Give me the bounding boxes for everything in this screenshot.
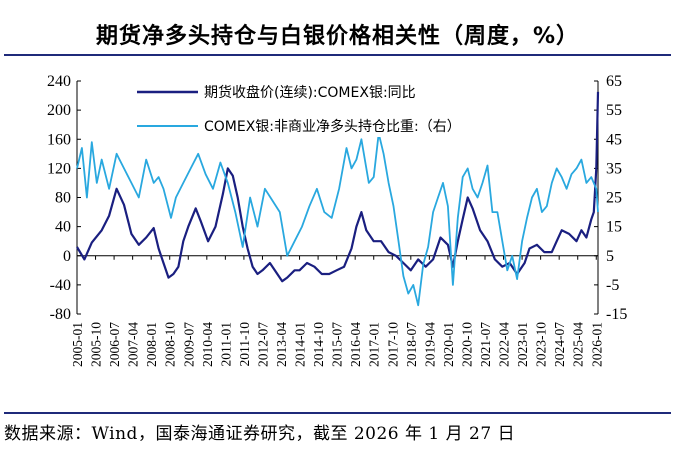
left-tick-label: 0 <box>63 248 71 265</box>
x-tick-label: 2007-04 <box>126 322 141 367</box>
legend-label: COMEX银:非商业净多头持仓比重:（右） <box>204 118 461 135</box>
x-tick-label: 2013-04 <box>274 322 289 367</box>
x-tick-label: 2006-07 <box>107 322 122 367</box>
legend: 期货收盘价(连续):COMEX银:同比 COMEX银:非商业净多头持仓比重:（右） <box>134 81 494 137</box>
right-tick-label: -15 <box>606 306 627 323</box>
right-tick-label: 25 <box>606 190 622 207</box>
legend-background <box>134 81 494 103</box>
left-tick-label: 240 <box>47 73 71 90</box>
x-tick-label: 2017-01 <box>367 322 382 367</box>
x-tick-label: 2023-01 <box>515 322 530 367</box>
x-tick-label: 2008-01 <box>144 322 159 367</box>
x-tick-label: 2014-01 <box>293 322 308 367</box>
left-tick-label: 80 <box>55 190 71 207</box>
right-axis-ticks: 65 55 45 35 25 15 5 -5 -15 <box>594 73 627 323</box>
title-rule <box>4 54 671 56</box>
right-tick-label: 15 <box>606 219 622 236</box>
series-line-silver-yoy <box>76 91 600 283</box>
x-tick-label: 2011-10 <box>237 322 252 367</box>
x-tick-label: 2026-01 <box>589 322 604 367</box>
x-tick-label: 2024-07 <box>552 322 567 367</box>
right-tick-label: 35 <box>606 160 622 177</box>
left-tick-label: 200 <box>47 102 71 119</box>
x-tick-label: 2012-07 <box>255 322 270 367</box>
x-tick-label: 2022-04 <box>497 322 512 367</box>
x-tick-label: 2021-07 <box>478 322 493 367</box>
left-tick-label: 120 <box>47 160 71 177</box>
x-tick-label: 2016-04 <box>348 322 363 367</box>
x-axis-ticks: 2005-01 2005-10 2006-07 2007-04 2008-01 2008-… <box>70 255 604 367</box>
right-tick-label: 55 <box>606 102 622 119</box>
chart-title: 期货净多头持仓与白银价格相关性（周度，%） <box>95 24 580 49</box>
source-rule <box>4 412 671 414</box>
left-axis-ticks: 240 200 160 120 80 40 0 -40 -80 <box>47 73 81 323</box>
x-tick-label: 2005-10 <box>89 322 104 367</box>
x-tick-label: 2019-04 <box>422 322 437 367</box>
x-tick-label: 2023-10 <box>534 322 549 367</box>
x-tick-label: 2020-01 <box>441 322 456 367</box>
right-tick-label: 65 <box>606 73 622 90</box>
series-line-net-long-share <box>76 132 599 307</box>
legend-label: 期货收盘价(连续):COMEX银:同比 <box>204 84 416 101</box>
x-tick-label: 2009-07 <box>181 322 196 367</box>
x-tick-label: 2008-10 <box>163 322 178 367</box>
x-tick-label: 2014-10 <box>311 322 326 367</box>
right-tick-label: 5 <box>606 248 614 265</box>
x-tick-label: 2020-10 <box>459 322 474 367</box>
left-tick-label: -80 <box>50 306 71 323</box>
x-tick-label: 2025-04 <box>571 322 586 367</box>
x-tick-label: 2017-10 <box>385 322 400 367</box>
legend-background <box>134 115 494 137</box>
left-tick-label: 40 <box>55 219 71 236</box>
x-tick-label: 2015-07 <box>330 322 345 367</box>
right-tick-label: -5 <box>606 277 619 294</box>
x-tick-label: 2011-01 <box>218 322 233 367</box>
x-tick-label: 2018-07 <box>404 322 419 367</box>
source-note: 数据来源：Wind，国泰海通证券研究，截至 2026 年 1 月 27 日 <box>4 424 516 444</box>
left-tick-label: -40 <box>50 277 71 294</box>
x-tick-label: 2005-01 <box>70 322 85 367</box>
x-tick-label: 2010-04 <box>200 322 215 367</box>
right-tick-label: 45 <box>606 131 622 148</box>
left-tick-label: 160 <box>47 131 71 148</box>
